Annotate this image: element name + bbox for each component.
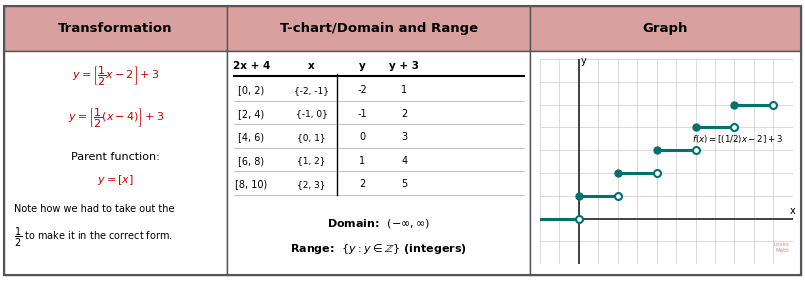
Text: $\dfrac{1}{2}$ to make it in the correct form.: $\dfrac{1}{2}$ to make it in the correct… <box>14 226 172 249</box>
Text: 1: 1 <box>359 156 365 166</box>
Bar <box>227 6 530 51</box>
Text: T-chart/Domain and Range: T-chart/Domain and Range <box>279 22 477 35</box>
Text: 2: 2 <box>359 179 365 189</box>
Text: 0: 0 <box>359 132 365 142</box>
Text: 4: 4 <box>401 156 407 166</box>
Text: $y=\left[\dfrac{1}{2}x-2\right]+3$: $y=\left[\dfrac{1}{2}x-2\right]+3$ <box>72 64 159 88</box>
Bar <box>530 51 801 275</box>
Text: [6, 8): [6, 8) <box>238 156 264 166</box>
Text: x: x <box>308 61 315 71</box>
Text: {-1, 0}: {-1, 0} <box>295 109 328 118</box>
Text: y: y <box>359 61 365 71</box>
Text: Parent function:: Parent function: <box>71 152 160 162</box>
Bar <box>530 6 801 51</box>
Bar <box>4 51 227 275</box>
Text: [8, 10): [8, 10) <box>235 179 267 189</box>
Text: y: y <box>580 56 586 66</box>
Text: y + 3: y + 3 <box>390 61 419 71</box>
Text: 2: 2 <box>401 109 407 119</box>
Text: $f(x) = [(1/2)x - 2] + 3$: $f(x) = [(1/2)x - 2] + 3$ <box>691 133 782 145</box>
Text: $y=[x]$: $y=[x]$ <box>97 173 134 187</box>
Text: Transformation: Transformation <box>58 22 173 35</box>
Text: Domain:  $(-\infty,\infty)$: Domain: $(-\infty,\infty)$ <box>327 217 430 230</box>
Text: 5: 5 <box>401 179 407 189</box>
Text: 3: 3 <box>401 132 407 142</box>
Text: Note how we had to take out the: Note how we had to take out the <box>14 204 174 214</box>
Text: -2: -2 <box>357 85 367 96</box>
Bar <box>227 51 530 275</box>
Text: Loves
Math: Loves Math <box>774 242 789 253</box>
Bar <box>4 6 227 51</box>
Text: 1: 1 <box>401 85 407 96</box>
Text: $y=\left[\dfrac{1}{2}(x-4)\right]+3$: $y=\left[\dfrac{1}{2}(x-4)\right]+3$ <box>68 106 163 130</box>
Text: {-2, -1}: {-2, -1} <box>294 86 329 95</box>
Text: [0, 2): [0, 2) <box>238 85 265 96</box>
Text: x: x <box>790 206 796 216</box>
Text: {2, 3}: {2, 3} <box>297 180 326 189</box>
Text: {0, 1}: {0, 1} <box>297 133 326 142</box>
Text: Graph: Graph <box>643 22 688 35</box>
Text: Range:  $\{y : y\in\mathbb{Z}\}$ (integers): Range: $\{y : y\in\mathbb{Z}\}$ (integer… <box>290 242 467 256</box>
Text: {1, 2}: {1, 2} <box>297 156 326 165</box>
Text: [2, 4): [2, 4) <box>238 109 265 119</box>
Text: 2x + 4: 2x + 4 <box>233 61 270 71</box>
Text: -1: -1 <box>357 109 367 119</box>
Text: [4, 6): [4, 6) <box>238 132 264 142</box>
